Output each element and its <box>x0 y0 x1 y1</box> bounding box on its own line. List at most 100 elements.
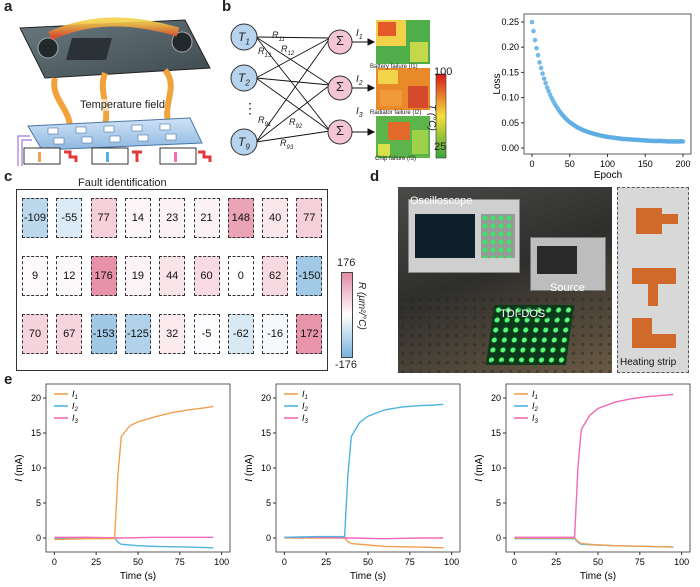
output-i2: I2 <box>356 74 363 87</box>
board-chip <box>66 38 112 60</box>
legend-label: I3 <box>302 413 309 425</box>
panel-b-network <box>230 20 447 159</box>
ytick-label: 20 <box>261 393 271 403</box>
panel-letter-c: c <box>4 168 13 185</box>
loss-point <box>541 76 547 81</box>
ytick-label: 5 <box>266 498 271 508</box>
label-heating-strip: Heating strip <box>620 357 677 368</box>
xtick-label: 0 <box>52 557 57 567</box>
loss-ylabel: Loss <box>492 73 503 94</box>
legend-label: I2 <box>72 401 79 413</box>
xtick-label: 100 <box>674 557 689 567</box>
xlabel: Time (s) <box>580 571 616 582</box>
heat-flame-1 <box>51 77 73 129</box>
xlabel: Time (s) <box>350 571 386 582</box>
xtick-label: 50 <box>363 557 373 567</box>
ytick-label: 0 <box>266 533 271 543</box>
monitor-3 <box>159 147 197 165</box>
weight-r93: R93 <box>280 138 294 151</box>
resistance-cell: 19 <box>124 256 151 296</box>
sum-symbol-2: Σ <box>336 79 345 94</box>
colorbar-r-min: -176 <box>335 359 358 371</box>
xtick-label: 25 <box>91 557 101 567</box>
output-i3: I3 <box>356 106 363 119</box>
heat-flame-3 <box>162 68 174 128</box>
loss-ytick-label: 0.00 <box>501 143 519 153</box>
legend-label: I2 <box>302 401 309 413</box>
colorbar-temp-label: T (°C) <box>426 104 437 131</box>
xtick-label: 25 <box>551 557 561 567</box>
colorbar-temp-min: 25 <box>434 141 447 153</box>
board-fan-right <box>171 31 193 53</box>
heating-strip-3 <box>632 318 652 336</box>
panel-letter-d: d <box>370 168 380 185</box>
loss-point <box>540 71 545 76</box>
xtick-label: 50 <box>133 557 143 567</box>
optical-table <box>398 295 612 373</box>
resistance-cell: 172 <box>296 314 323 354</box>
colorbar-resistance <box>341 272 353 358</box>
xtick-label: 75 <box>405 557 415 567</box>
legend-label: I3 <box>532 413 539 425</box>
legend-label: I3 <box>72 413 79 425</box>
series-line-i3 <box>54 536 214 539</box>
heatmap-radiator <box>376 68 430 110</box>
series-line-i2 <box>284 403 444 538</box>
loss-point <box>537 60 542 65</box>
resistance-cell: 14 <box>124 198 151 238</box>
resistance-cell: 77 <box>90 198 117 238</box>
weight-r92: R92 <box>289 117 303 130</box>
source-device <box>530 237 606 291</box>
legend-label: I2 <box>532 401 539 413</box>
fault-glyph-3 <box>198 150 212 162</box>
xtick-label: 75 <box>635 557 645 567</box>
loss-point <box>543 80 548 86</box>
series-line-i3 <box>514 393 674 538</box>
resistance-cell: 176 <box>90 256 117 296</box>
resistance-cell: 148 <box>227 198 254 238</box>
monitor-2 <box>91 147 129 165</box>
input-node-t1 <box>230 23 258 51</box>
loss-ytick-label: 0.05 <box>501 118 519 128</box>
resistance-cell: 23 <box>159 198 186 238</box>
oscilloscope-device <box>408 199 520 273</box>
loss-ytick-label: 0.20 <box>501 42 519 52</box>
resistance-cell: -16 <box>262 314 289 354</box>
xtick-label: 100 <box>444 557 459 567</box>
ylabel: I (mA) <box>244 454 255 481</box>
ytick-label: 0 <box>36 533 41 543</box>
series-line-i1 <box>284 537 444 549</box>
heatmap-chip <box>376 116 430 158</box>
loss-ytick-label: 0.25 <box>501 17 519 27</box>
resistance-cell: -153 <box>90 314 117 354</box>
resistance-cell: 40 <box>262 198 289 238</box>
heating-strip-2 <box>632 268 676 284</box>
heatmap-battery <box>376 20 430 64</box>
resistance-cell: -55 <box>56 198 83 238</box>
colorbar-r-label: R (μm²/°C) <box>356 282 367 330</box>
input-node-t9 <box>230 128 258 156</box>
weight-r13: R13 <box>258 46 272 59</box>
resistance-cell: 60 <box>193 256 220 296</box>
node-label-t2: T2 <box>238 71 250 88</box>
xtick-label: 0 <box>282 557 287 567</box>
heating-strip-photo: Heating strip <box>617 187 689 373</box>
ytick-label: 10 <box>31 463 41 473</box>
panel-a-illustration <box>17 17 212 166</box>
resistance-cell: 0 <box>227 256 254 296</box>
label-oscilloscope: Oscilloscope <box>410 195 473 207</box>
label-tdi-dos: TDI-DOS <box>500 308 546 320</box>
ylabel: I (mA) <box>474 454 485 481</box>
label-source: Source <box>550 282 585 294</box>
dots-vertical: ⋮ <box>243 100 257 116</box>
loss-point <box>529 19 535 25</box>
heating-strip-3-tab <box>632 334 676 348</box>
resistance-cell: 21 <box>193 198 220 238</box>
resistance-cell: 9 <box>22 256 48 296</box>
sum-symbol-3: Σ <box>336 123 345 138</box>
resistance-cell: 32 <box>159 314 186 354</box>
label-temperature-field: Temperature field <box>80 99 165 111</box>
loss-point <box>544 85 550 90</box>
source-screen <box>537 246 577 274</box>
